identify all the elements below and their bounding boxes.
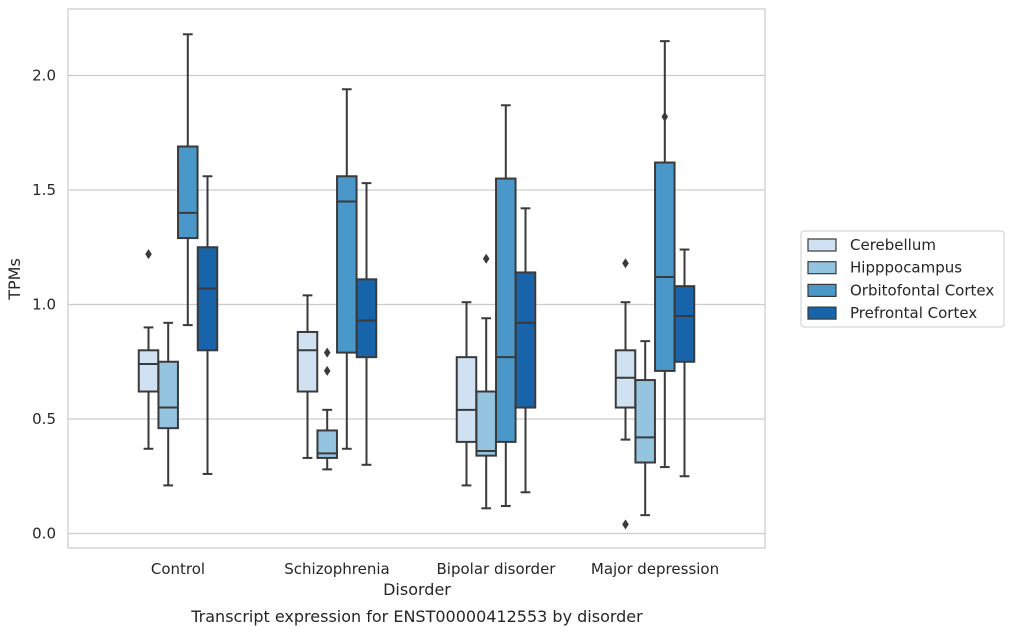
- outlier-point: [622, 519, 629, 530]
- outlier-point: [622, 258, 629, 269]
- box-2-3: [654, 40, 676, 469]
- box-body: [654, 161, 676, 372]
- x-tick-label: Schizophrenia: [284, 560, 389, 578]
- box-body: [196, 246, 219, 352]
- x-tick-label: Control: [151, 560, 205, 578]
- y-tick-label: 0.5: [32, 410, 56, 428]
- box-body: [634, 379, 656, 464]
- box-body: [475, 390, 497, 457]
- x-tick-label: Bipolar disorder: [437, 560, 557, 578]
- outlier-point: [145, 249, 152, 260]
- outlier-point: [323, 365, 331, 376]
- plot-frame: [67, 8, 766, 549]
- legend-label: Cerebellum: [850, 236, 936, 254]
- box-groups: [137, 33, 696, 530]
- legend-swatch: [807, 306, 837, 320]
- box-1-0: [157, 321, 179, 487]
- legend-swatch: [807, 261, 837, 275]
- legend-item: Cerebellum: [807, 236, 936, 254]
- box-0-2: [455, 301, 478, 487]
- legend-label: Orbitofontal Cortex: [850, 281, 994, 299]
- box-3-1: [355, 182, 378, 466]
- box-2-1: [336, 88, 358, 450]
- box-1-2: [475, 253, 497, 510]
- box-body: [157, 360, 179, 430]
- box-body: [614, 349, 637, 409]
- box-body: [316, 429, 338, 459]
- box-0-3: [614, 258, 637, 530]
- outlier-point: [482, 253, 490, 264]
- outlier-point: [661, 111, 669, 122]
- legend: Cerebellum Hipppocampus Orbitofontal Corte…: [800, 230, 1005, 328]
- legend-label: Prefrontal Cortex: [850, 304, 977, 322]
- box-1-1: [316, 347, 338, 471]
- legend-swatch: [807, 238, 837, 252]
- outlier-point: [323, 347, 331, 358]
- box-2-0: [177, 33, 199, 327]
- legend-frame: [800, 230, 1005, 328]
- box-2-2: [495, 104, 517, 508]
- box-0-1: [296, 294, 319, 459]
- y-tick-label: 1.5: [32, 181, 56, 199]
- box-body: [137, 349, 160, 393]
- box-3-2: [514, 207, 537, 494]
- x-tick-labels: Control Schizophrenia Bipolar disorder Majo…: [151, 560, 719, 578]
- box-body: [336, 175, 358, 354]
- x-tick-label: Major depression: [591, 560, 719, 578]
- box-1-3: [634, 340, 656, 517]
- box-3-0: [196, 175, 219, 475]
- legend-item: Prefrontal Cortex: [807, 304, 977, 322]
- y-tick-labels: 0.0 0.5 1.0 1.5 2.0: [32, 67, 56, 543]
- box-body: [495, 177, 517, 443]
- box-body: [514, 271, 537, 409]
- box-body: [455, 356, 478, 443]
- box-body: [177, 145, 199, 240]
- legend-label: Hipppocampus: [850, 259, 962, 277]
- box-body: [296, 330, 319, 393]
- chart-caption: Transcript expression for ENST0000041255…: [190, 607, 643, 626]
- x-axis-label: Disorder: [383, 580, 451, 599]
- y-axis-label: TPMs: [5, 258, 24, 301]
- y-tick-label: 1.0: [32, 296, 56, 314]
- y-tick-label: 2.0: [32, 67, 56, 85]
- box-3-3: [673, 248, 696, 478]
- legend-swatch: [807, 283, 837, 297]
- legend-item: Orbitofontal Cortex: [807, 281, 994, 299]
- legend-item: Hipppocampus: [807, 259, 962, 277]
- y-tick-label: 0.0: [32, 525, 56, 543]
- box-body: [355, 278, 378, 359]
- legend-items: Cerebellum Hipppocampus Orbitofontal Corte…: [807, 236, 994, 322]
- box-body: [673, 285, 696, 363]
